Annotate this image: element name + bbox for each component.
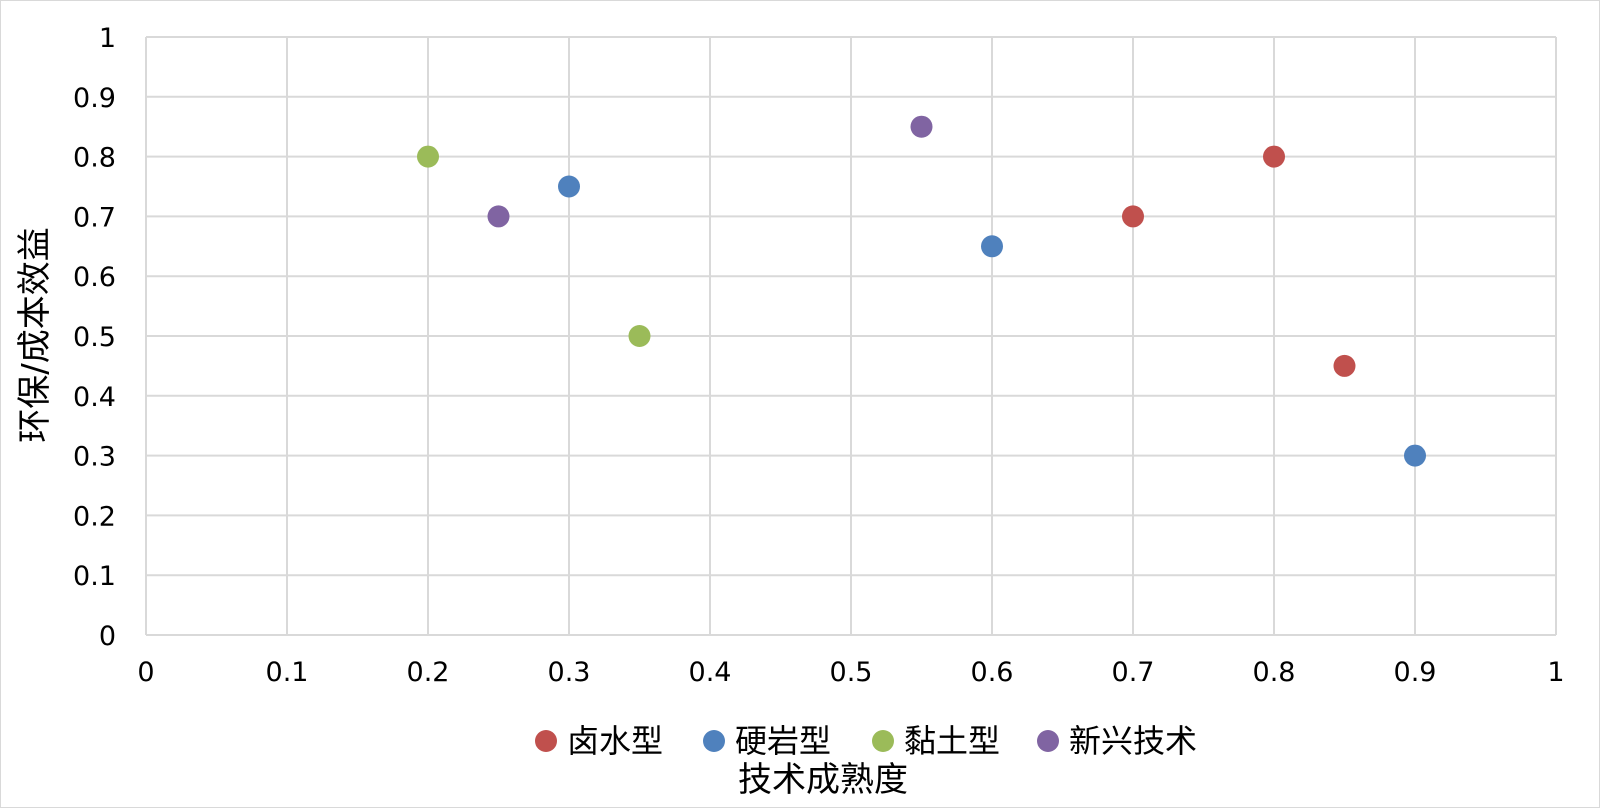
y-tick-label: 0 xyxy=(99,621,116,652)
legend-marker xyxy=(1037,730,1059,752)
x-tick-label: 0.4 xyxy=(689,657,732,688)
y-tick-label: 0.8 xyxy=(73,143,116,174)
data-point xyxy=(910,115,933,138)
y-tick-label: 0.7 xyxy=(73,202,116,233)
legend-marker xyxy=(872,730,894,752)
x-axis-tick-labels: 0 0.1 0.2 0.3 0.4 0.5 0.6 0.7 0.8 0.9 1 xyxy=(137,657,1564,688)
data-point xyxy=(628,325,651,347)
y-tick-label: 1 xyxy=(99,23,116,54)
x-tick-label: 0.6 xyxy=(971,657,1014,688)
y-axis-tick-labels: 0 0.1 0.2 0.3 0.4 0.5 0.6 0.7 0.8 0.9 1 xyxy=(73,23,116,652)
y-tick-label: 0.6 xyxy=(73,262,116,293)
legend: 卤水型 硬岩型 黏土型 新兴技术 xyxy=(535,722,1197,760)
legend-marker xyxy=(535,730,557,752)
legend-label: 黏土型 xyxy=(904,722,1000,760)
data-point xyxy=(1122,205,1144,228)
data-point xyxy=(981,235,1003,258)
legend-label: 新兴技术 xyxy=(1069,722,1197,760)
x-tick-label: 0.3 xyxy=(548,657,591,688)
y-tick-label: 0.5 xyxy=(73,322,116,353)
data-point xyxy=(417,145,439,168)
gridlines xyxy=(145,36,1557,636)
data-point xyxy=(487,205,510,228)
x-tick-label: 0 xyxy=(137,657,154,688)
y-axis-title: 环保/成本效益 xyxy=(15,227,55,442)
x-axis-title: 技术成熟度 xyxy=(738,760,908,800)
y-tick-label: 0.3 xyxy=(73,442,116,473)
x-tick-label: 1 xyxy=(1547,657,1564,688)
y-tick-label: 0.4 xyxy=(73,382,116,413)
x-tick-label: 0.1 xyxy=(266,657,309,688)
data-point xyxy=(1333,354,1356,377)
legend-label: 卤水型 xyxy=(567,722,663,760)
legend-label: 硬岩型 xyxy=(735,722,831,760)
data-point xyxy=(558,175,580,198)
legend-marker xyxy=(703,730,725,752)
y-tick-label: 0.9 xyxy=(73,83,116,114)
data-points xyxy=(417,115,1426,467)
y-tick-label: 0.1 xyxy=(73,561,116,592)
y-tick-label: 0.2 xyxy=(73,501,116,532)
x-tick-label: 0.5 xyxy=(830,657,873,688)
data-point xyxy=(1263,145,1285,168)
x-tick-label: 0.8 xyxy=(1253,657,1296,688)
x-tick-label: 0.2 xyxy=(407,657,450,688)
data-point xyxy=(1404,444,1426,467)
x-tick-label: 0.9 xyxy=(1394,657,1437,688)
x-tick-label: 0.7 xyxy=(1112,657,1155,688)
